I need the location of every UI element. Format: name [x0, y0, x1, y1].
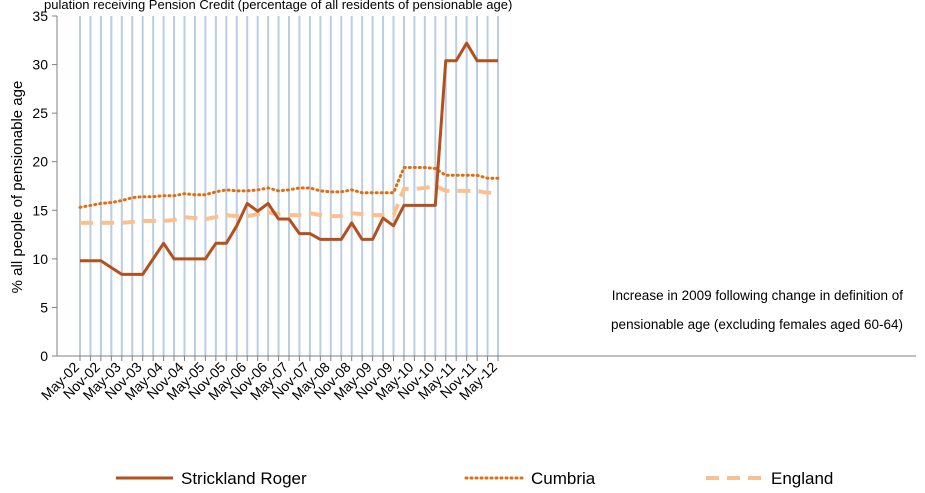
- legend: Strickland Roger Cumbria England: [116, 469, 833, 488]
- chart-header-text: pulation receiving Pension Credit (perce…: [44, 0, 512, 12]
- x-tick-labels: May-02Nov-02May-03Nov-03May-04Nov-04May-…: [38, 359, 500, 403]
- y-tick-label: 10: [32, 251, 48, 267]
- series-line-cumbria: [78, 166, 500, 209]
- y-tick-label: 20: [32, 154, 48, 170]
- annotation-background: [515, 268, 912, 353]
- legend-label: England: [771, 469, 833, 488]
- y-tick-label: 30: [32, 57, 48, 73]
- legend-label: Cumbria: [531, 469, 596, 488]
- series-line-england: [80, 184, 498, 225]
- annotation-line: Increase in 2009 following change in def…: [612, 288, 903, 303]
- y-tick-labels: 0 5 10 15 20 25 30 35: [32, 8, 48, 364]
- y-axis-title: % all people of pensionable age: [9, 81, 26, 294]
- series-line-strickland-roger: [80, 41, 498, 276]
- y-tick-label: 0: [40, 348, 48, 364]
- annotation-box: [515, 268, 912, 353]
- annotation-line: pensionable age (excluding females aged …: [611, 317, 903, 332]
- y-tick-label: 15: [32, 202, 48, 218]
- y-tick-label: 5: [40, 299, 48, 315]
- chart-header: pulation receiving Pension Credit (perce…: [44, 0, 512, 12]
- y-tick-label: 25: [32, 105, 48, 121]
- vertical-gridlines: [79, 16, 499, 356]
- legend-label: Strickland Roger: [181, 469, 307, 488]
- annotation: Increase in 2009 following change in def…: [611, 288, 903, 332]
- axes: [52, 15, 916, 361]
- y-tick-label: 35: [32, 8, 48, 24]
- series-lines: [78, 41, 500, 276]
